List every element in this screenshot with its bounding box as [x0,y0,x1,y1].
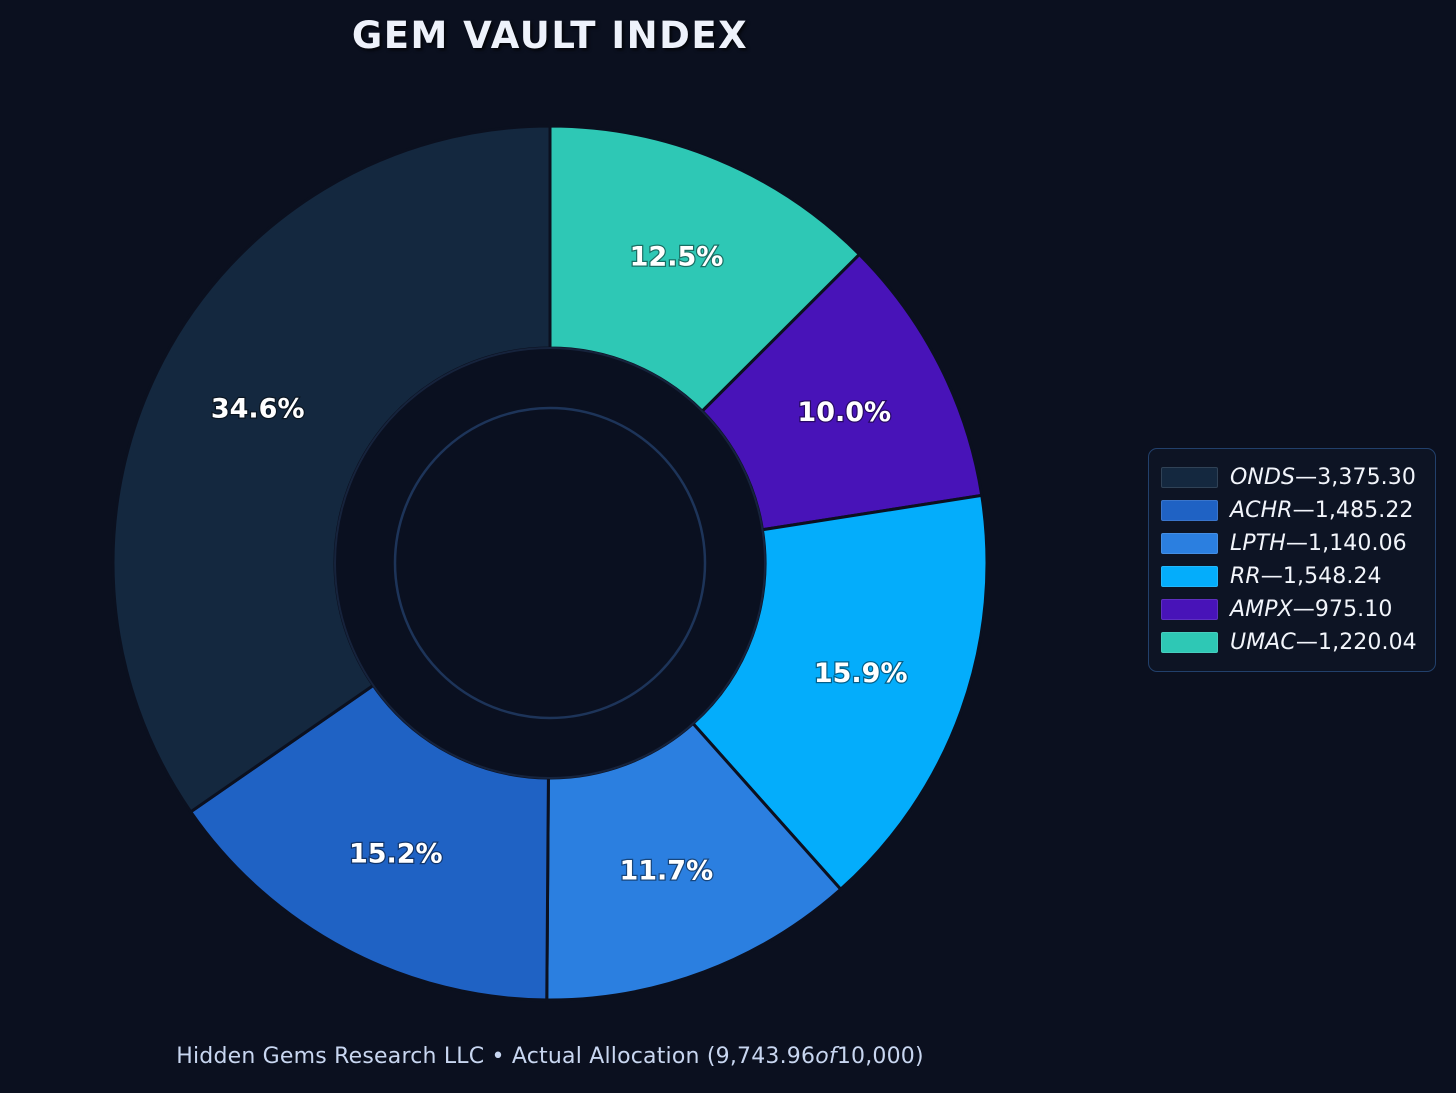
pie-slice-percent-label: 15.9% [814,658,908,689]
donut-chart-svg: 12.5% 10.0% 15.9% 11.7% 15.2% 34.6% [111,124,989,1002]
pie-slice-percent-label: 11.7% [619,855,713,886]
pie-slice-percent-label: 10.0% [797,397,891,428]
legend-item[interactable]: LPTH—1,140.06 [1161,527,1425,560]
pie-slices [111,124,989,1002]
legend-label: RR—1,548.24 [1230,564,1382,589]
legend-label: LPTH—1,140.06 [1230,531,1407,556]
legend-item[interactable]: ACHR—1,485.22 [1161,494,1425,527]
pie-slice-percent-label: 15.2% [349,838,443,869]
footer-prefix: Hidden Gems Research LLC • Actual Alloca… [176,1044,816,1069]
legend-item[interactable]: RR—1,548.24 [1161,560,1425,593]
footer-italic-word: of [815,1044,837,1069]
legend-item[interactable]: AMPX—975.10 [1161,593,1425,626]
legend-label: ONDS—3,375.30 [1230,465,1416,490]
pie-slice-percent-label: 12.5% [630,242,724,273]
legend-item[interactable]: UMAC—1,220.04 [1161,626,1425,659]
pie-percent-labels: 12.5% 10.0% 15.9% 11.7% 15.2% 34.6% [210,240,909,887]
pie-slice-percent-label: 34.6% [211,393,305,424]
legend-label: UMAC—1,220.04 [1230,630,1417,655]
legend-swatch [1161,500,1218,521]
legend-item[interactable]: ONDS—3,375.30 [1161,461,1425,494]
legend-swatch [1161,632,1218,653]
legend-swatch [1161,599,1218,620]
page-title: GEM VAULT INDEX [351,14,749,57]
legend: ONDS—3,375.30 ACHR—1,485.22 LPTH—1,140.06 R… [1148,448,1436,672]
legend-swatch [1161,566,1218,587]
donut-chart: 12.5% 10.0% 15.9% 11.7% 15.2% 34.6% [110,123,990,1003]
legend-label: AMPX—975.10 [1230,597,1393,622]
legend-swatch [1161,467,1218,488]
inner-accent-ring [393,406,707,720]
donut-hole [334,347,766,779]
legend-swatch [1161,533,1218,554]
legend-label: ACHR—1,485.22 [1230,498,1414,523]
footer-suffix: 10,000) [836,1044,924,1069]
footer-caption: Hidden Gems Research LLC • Actual Alloca… [0,1044,1100,1069]
